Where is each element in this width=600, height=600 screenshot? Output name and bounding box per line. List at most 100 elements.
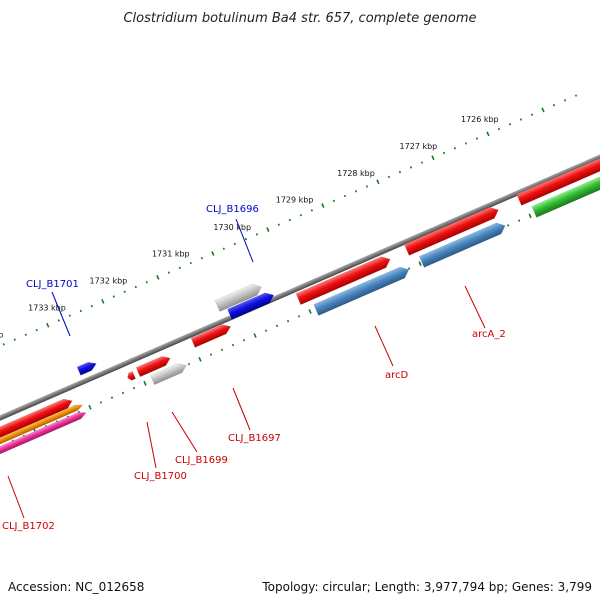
inner-tick: [209, 353, 213, 356]
inner-tick: [187, 362, 191, 366]
outer-tick: [35, 328, 38, 332]
gene-label-layer: CLJ_B1696 CLJ_B1701 arcA_2 arcD CLJ_B169…: [2, 204, 506, 532]
inner-tick: [253, 333, 257, 338]
outer-tick: [255, 233, 259, 236]
gene-right-red[interactable]: [516, 148, 600, 206]
outer-tick: [79, 309, 82, 313]
outer-tick: [475, 137, 479, 140]
gene-clj-b1696-grey[interactable]: [214, 281, 264, 312]
map-title: Clostridium botulinum Ba4 str. 657, comp…: [123, 11, 476, 26]
gene-clj-b1700[interactable]: [126, 371, 136, 381]
leader-clj-b1696: [235, 218, 254, 263]
leader-arcd: [374, 325, 394, 367]
outer-tick: [453, 146, 457, 150]
outer-tick: [156, 275, 160, 280]
gene-label-clj-b1700[interactable]: CLJ_B1700: [134, 471, 187, 482]
feature-track: [0, 148, 600, 457]
outer-tick: [101, 298, 105, 304]
inner-tick: [99, 401, 103, 404]
gene-label-arca-2[interactable]: arcA_2: [472, 329, 506, 340]
tick-label: 1726 kbp: [461, 115, 499, 124]
outer-tick: [211, 251, 215, 256]
leader-clj-b1701: [51, 291, 71, 337]
tick-label: 1730 kbp: [213, 223, 251, 232]
outer-tick: [321, 203, 325, 209]
outer-tick: [563, 99, 567, 102]
gene-arcd[interactable]: [313, 264, 411, 316]
genome-backbone: [0, 148, 600, 425]
label-leaders: [7, 218, 486, 519]
gene-clj-b1702[interactable]: [0, 396, 74, 443]
inner-tick-track: [11, 185, 598, 442]
inner-tick: [286, 319, 290, 323]
outer-tick: [431, 155, 435, 161]
inner-tick: [143, 380, 147, 386]
outer-tick: [376, 179, 380, 185]
outer-tick: [442, 151, 446, 155]
gene-clj-b1700-b[interactable]: [135, 354, 172, 378]
gene-right-green[interactable]: [531, 163, 600, 218]
outer-tick: [420, 161, 424, 164]
tick-label: 1732 kbp: [90, 277, 128, 286]
outer-tick: [552, 103, 556, 107]
outer-tick: [68, 314, 71, 317]
gene-arca-2[interactable]: [419, 220, 507, 268]
outer-tick: [288, 218, 292, 222]
gene-label-clj-b1701[interactable]: CLJ_B1701: [26, 279, 79, 290]
outer-tick: [46, 322, 50, 328]
tick-label: 1733 kbp: [28, 303, 66, 312]
outer-tick: [233, 242, 236, 246]
gene-label-arcd[interactable]: arcD: [385, 370, 409, 381]
outer-tick: [24, 333, 27, 337]
gene-label-clj-b1699[interactable]: CLJ_B1699: [175, 455, 228, 466]
outer-tick: [266, 227, 270, 232]
tick-label: 1734 kbp: [0, 331, 3, 340]
outer-tick: [486, 131, 490, 137]
inner-tick: [275, 324, 279, 328]
tick-label: 1729 kbp: [276, 196, 314, 205]
outer-tick: [398, 170, 402, 174]
outer-tick: [574, 94, 578, 97]
gene-clj-b1699[interactable]: [150, 361, 189, 385]
outer-tick: [134, 285, 137, 289]
outer-tick: [222, 247, 225, 250]
tick-label: 1728 kbp: [337, 169, 375, 178]
gene-clj-b1697[interactable]: [190, 322, 233, 348]
inner-tick: [297, 315, 301, 318]
outer-tick: [189, 261, 192, 265]
gene-clj-b1702-pink[interactable]: [0, 410, 87, 457]
outer-tick: [123, 290, 126, 293]
leader-clj-b1699: [171, 411, 198, 453]
inner-tick: [242, 339, 246, 342]
outer-tick: [277, 223, 281, 227]
outer-tick: [112, 295, 115, 298]
outer-tick: [497, 127, 501, 131]
outer-tick: [519, 118, 523, 121]
gene-clj-b1702-orange[interactable]: [0, 402, 84, 449]
inner-tick: [121, 391, 125, 395]
outer-tick: [464, 142, 468, 145]
tick-label-layer: 1726 kbp 1727 kbp 1728 kbp 1729 kbp 1730 kbp…: [0, 115, 499, 339]
outer-tick: [244, 237, 247, 241]
gene-clj-b1701[interactable]: [76, 359, 98, 376]
outer-tick: [13, 338, 16, 341]
outer-tick: [409, 166, 413, 169]
gene-label-clj-b1697[interactable]: CLJ_B1697: [228, 433, 281, 444]
outer-tick: [167, 271, 170, 274]
gene-arca-2-red[interactable]: [403, 205, 500, 256]
inner-tick: [110, 396, 114, 399]
gene-label-clj-b1696[interactable]: CLJ_B1696: [206, 204, 259, 215]
gene-clj-b1696[interactable]: [227, 290, 276, 320]
inner-tick: [264, 329, 268, 332]
outer-tick: [145, 280, 148, 284]
outer-tick: [508, 123, 512, 126]
outer-tick: [332, 199, 336, 203]
accession-label: Accession: NC_012658: [8, 580, 145, 594]
inner-tick: [528, 213, 532, 219]
inner-tick: [308, 309, 312, 314]
inner-tick: [132, 386, 136, 390]
gene-arcd-red[interactable]: [295, 254, 392, 306]
outer-tick-track: [2, 94, 578, 346]
gene-label-clj-b1702[interactable]: CLJ_B1702: [2, 521, 55, 532]
